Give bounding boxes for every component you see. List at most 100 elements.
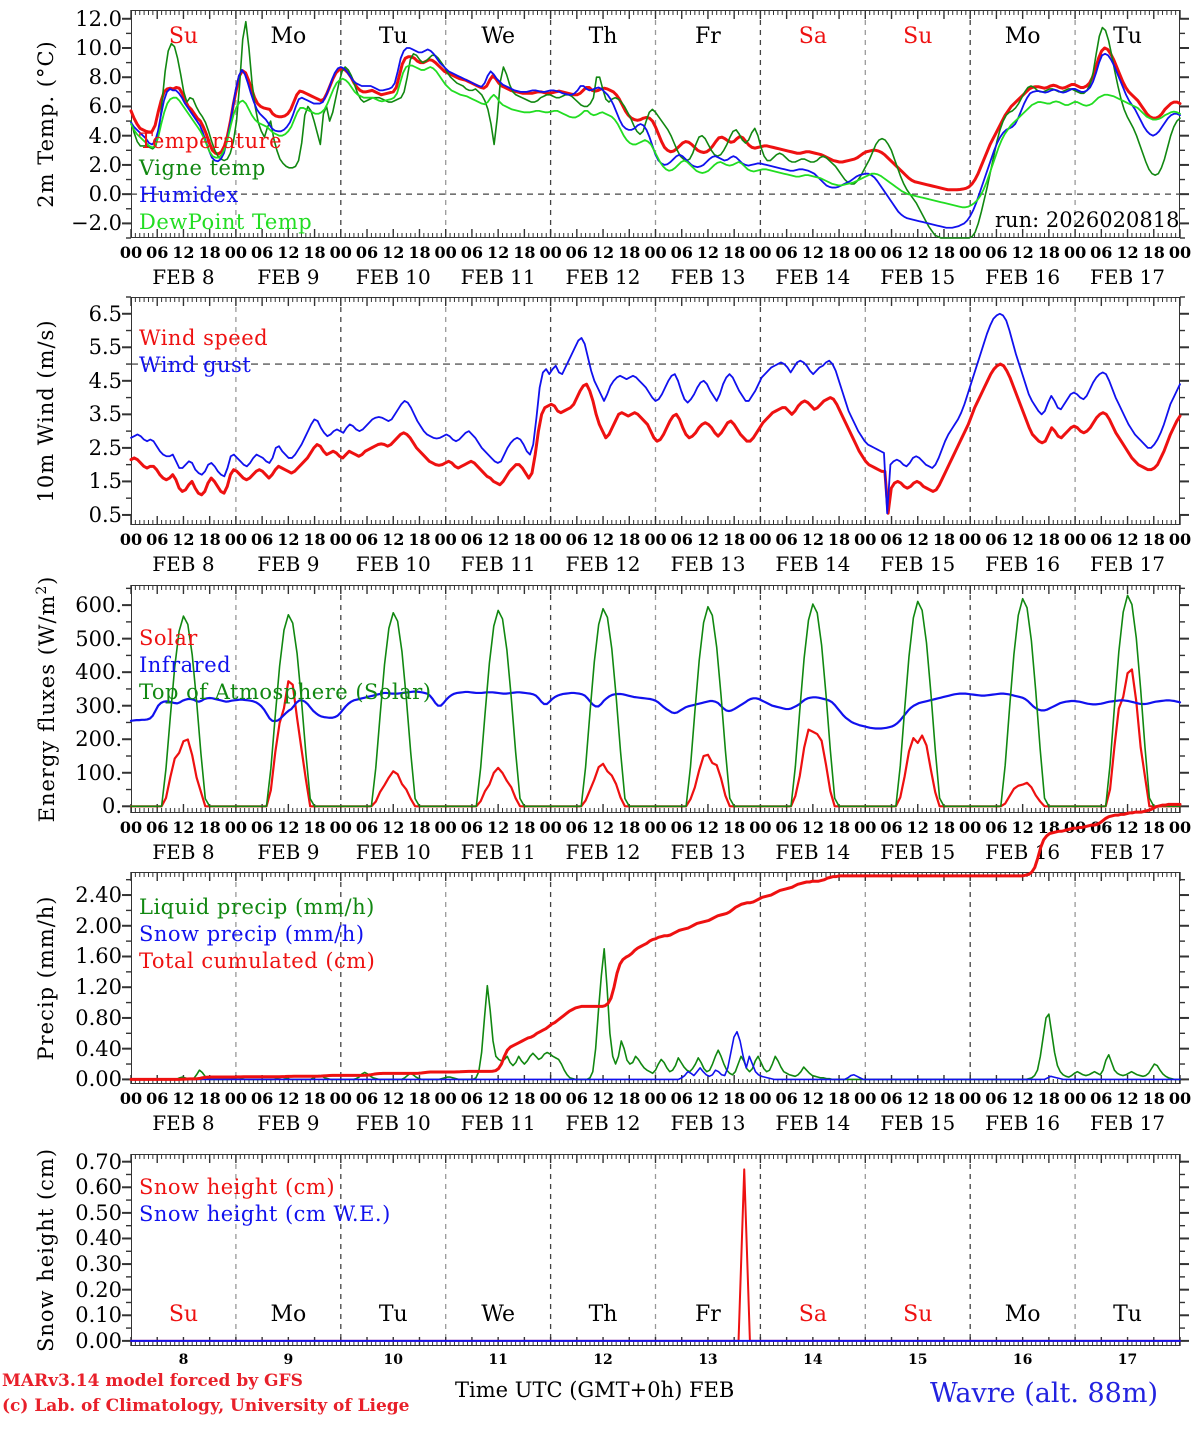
xtick-hour: 18	[618, 1089, 641, 1108]
ytick-label: 0.30	[75, 1252, 122, 1277]
credit-line-2: (c) Lab. of Climatology, University of L…	[2, 1396, 410, 1416]
xtick-hour: 06	[355, 1089, 379, 1108]
xtick-hour: 12	[591, 818, 615, 837]
xtick-hour: 18	[932, 818, 956, 837]
xtick-hour: 12	[172, 530, 195, 549]
day-of-week-label: Su	[903, 1302, 933, 1327]
xtick-hour: 06	[355, 243, 379, 262]
xtick-hour: 12	[906, 1089, 929, 1108]
plot-area-snowheight	[131, 1154, 1180, 1346]
xtick-hour: 06	[146, 818, 169, 837]
xtick-hour: 12	[801, 1089, 824, 1108]
xtick-hour: 18	[1037, 243, 1060, 262]
xtick-hour: 00	[854, 818, 877, 837]
xtick-hour: 00	[644, 1089, 667, 1108]
ytick-label: 10.0	[75, 36, 122, 60]
xtick-day: FEB 9	[257, 840, 320, 864]
xtick-hour: 12	[1116, 1089, 1139, 1108]
xtick-day: FEB 12	[565, 1111, 641, 1135]
ytick-label: 2.00	[75, 913, 122, 938]
xtick-day: FEB 15	[880, 265, 956, 289]
xtick-hour: 00	[959, 818, 982, 837]
xtick-day: FEB 9	[257, 552, 320, 576]
xtick-day: FEB 13	[670, 840, 746, 864]
xtick-hour: 18	[1037, 818, 1060, 837]
day-of-week-label: Mo	[270, 1302, 307, 1327]
xtick-hour: 00	[539, 243, 562, 262]
xtick-hour: 12	[801, 818, 824, 837]
xtick-hour: 00	[224, 530, 248, 549]
xtick-day: FEB 14	[775, 840, 851, 864]
ytick-label: 0.0	[88, 182, 122, 207]
series-line-precip-2	[129, 802, 1182, 1081]
ytick-label: 0.00	[75, 1067, 122, 1092]
xtick-hour: 06	[460, 530, 484, 549]
day-of-week-label: Fr	[695, 24, 721, 49]
xtick-hour: 00	[1168, 1089, 1192, 1108]
xtick-hour: 12	[696, 1089, 720, 1108]
xtick-hour: 18	[198, 818, 221, 837]
xtick-hour: 06	[985, 243, 1008, 262]
xtick-day: FEB 9	[257, 1111, 320, 1135]
xtick-hour: 18	[513, 243, 536, 262]
xtick-hour: 12	[906, 818, 929, 837]
xtick-hour: 18	[723, 1089, 746, 1108]
legend-item-temperature-1: Vigne temp	[139, 156, 266, 180]
xtick-day: FEB 12	[565, 840, 641, 864]
plot-area-temperature	[131, 10, 1180, 238]
xtick-hour: 06	[565, 530, 588, 549]
xtick-hour: 18	[1142, 243, 1165, 262]
xtick-hour: 06	[880, 530, 903, 549]
series-line-energy-1	[129, 690, 1182, 730]
xtick-day: FEB 11	[460, 265, 536, 289]
xtick-daynum: 16	[1012, 1352, 1033, 1368]
xtick-day: FEB 15	[880, 552, 956, 576]
xtick-day: FEB 16	[985, 840, 1061, 864]
day-of-week-label: Sa	[798, 1302, 827, 1327]
day-of-week-label: Th	[588, 24, 618, 49]
day-of-week-label: Sa	[798, 24, 827, 49]
station-label: Wavre (alt. 88m)	[930, 1378, 1158, 1409]
xtick-hour: 00	[959, 1089, 982, 1108]
xtick-hour: 00	[224, 1089, 248, 1108]
xtick-hour: 06	[775, 243, 798, 262]
ytick-label: 0.50	[75, 1200, 122, 1225]
series-line-wind-1	[130, 312, 1181, 515]
xtick-hour: 18	[198, 243, 221, 262]
xtick-hour: 00	[329, 818, 352, 837]
xtick-hour: 18	[513, 530, 536, 549]
xtick-hour: 06	[146, 530, 169, 549]
xtick-day: FEB 10	[355, 552, 431, 576]
yaxis-label-snowheight: Snow height (cm)	[34, 1147, 58, 1353]
xtick-day: FEB 13	[670, 552, 746, 576]
xtick-hour: 12	[487, 243, 510, 262]
xtick-day: FEB 11	[460, 840, 536, 864]
xtick-hour: 18	[932, 530, 956, 549]
xtick-hour: 06	[670, 530, 693, 549]
xtick-hour: 06	[250, 530, 274, 549]
xtick-hour: 06	[880, 243, 903, 262]
legend-item-precip-0: Liquid precip (mm/h)	[139, 895, 375, 919]
xtick-hour: 06	[565, 818, 588, 837]
xtick-hour: 12	[172, 1089, 195, 1108]
xtick-hour: 12	[382, 1089, 405, 1108]
ytick-label: 5.5	[88, 335, 122, 360]
ytick-label: 0.00	[75, 1328, 122, 1353]
ytick-label: 500.	[75, 626, 122, 651]
xtick-daynum: 9	[283, 1352, 294, 1368]
xtick-hour: 00	[749, 243, 772, 262]
xtick-hour: 18	[1142, 818, 1165, 837]
xtick-hour: 00	[434, 1089, 457, 1108]
legend-item-energy-0: Solar	[139, 626, 198, 650]
xtick-hour: 06	[985, 1089, 1008, 1108]
xtick-hour: 18	[408, 530, 431, 549]
xtick-hour: 12	[1011, 818, 1034, 837]
legend-wind: Wind speed Wind gust	[139, 325, 268, 379]
xaxis-title: Time UTC (GMT+0h) FEB	[455, 1378, 735, 1402]
ytick-label: 0.5	[88, 502, 122, 527]
xtick-hour: 18	[408, 243, 431, 262]
xtick-hour: 18	[932, 1089, 956, 1108]
legend-item-wind-0: Wind speed	[139, 326, 269, 350]
xtick-hour: 18	[723, 530, 746, 549]
yaxis-label-temperature: 2m Temp. (°C)	[34, 40, 58, 208]
